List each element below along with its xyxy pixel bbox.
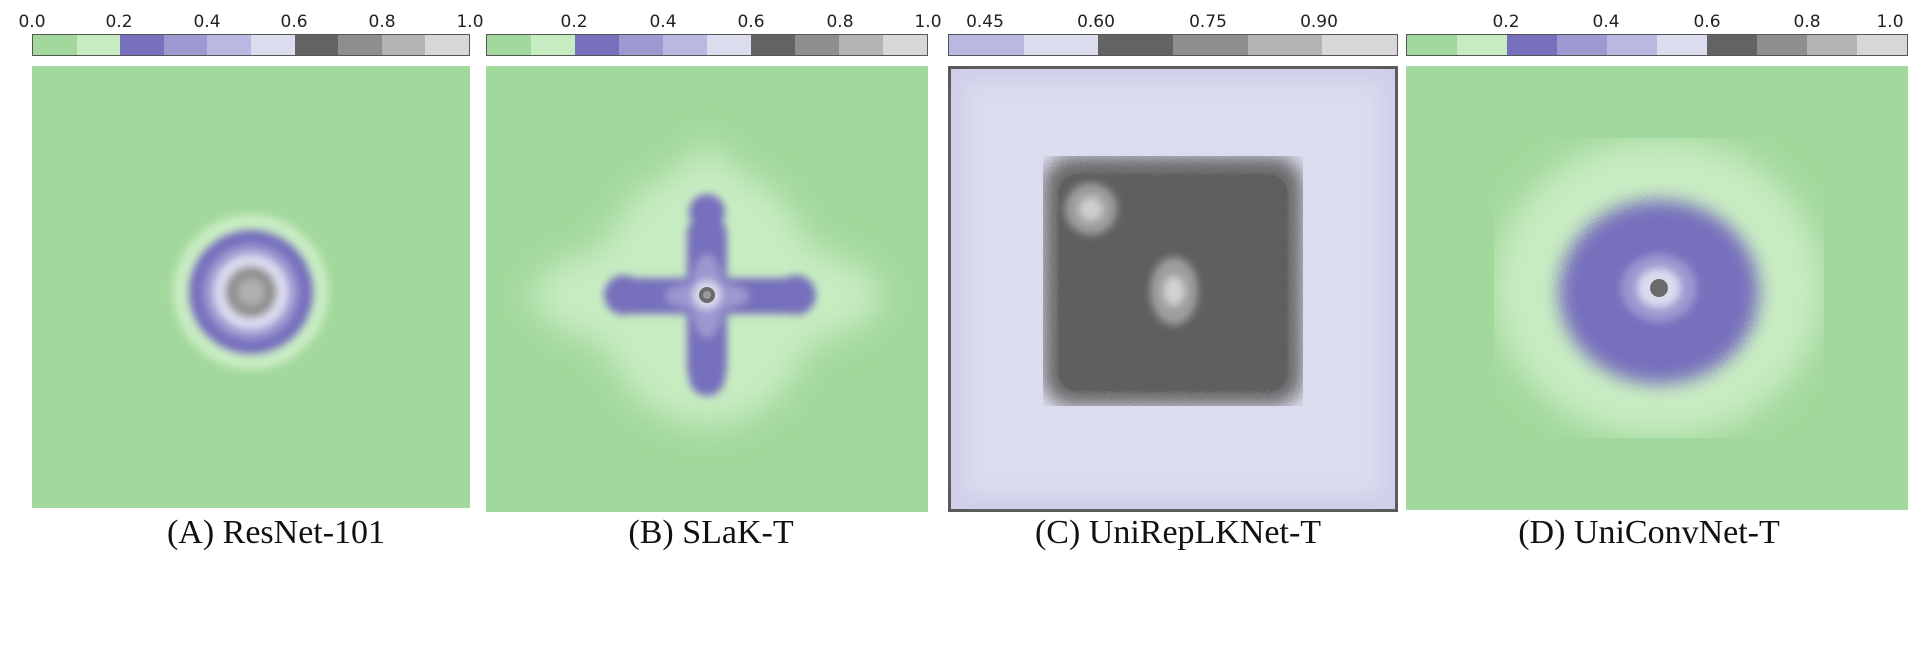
colorbar-segment [1173,35,1248,55]
colorbar-segment [663,35,707,55]
colorbar [486,34,928,56]
colorbar-tick: 1.0 [914,12,942,32]
colorbar-tick: 0.45 [966,12,1004,32]
panel-caption: (B) SLaK-T [628,514,794,551]
colorbar-tick: 0.8 [368,12,396,32]
colorbar-segment [531,35,575,55]
heatmap-slak [486,66,928,512]
colorbar-segment [949,35,1024,55]
colorbar-segment [207,35,251,55]
colorbar-segment [1322,35,1398,55]
colorbar [1406,34,1908,56]
colorbar-segment [338,35,382,55]
colorbar-tick: 0.0 [18,12,46,32]
panel-caption: (C) UniRepLKNet-T [1034,514,1322,551]
colorbar-segment [1507,35,1557,55]
colorbar-segment [575,35,619,55]
colorbar-segment [1707,35,1757,55]
colorbar-segment [839,35,883,55]
colorbar-segment [1607,35,1657,55]
colorbar-tick: 0.2 [560,12,588,32]
colorbar-segment [1023,35,1099,55]
panel-caption: (D) UniConvNet-T [1518,514,1780,551]
colorbar-segment [1457,35,1507,55]
colorbar-tick: 0.8 [1793,12,1821,32]
colorbar-segment [1098,35,1174,55]
colorbar-tick: 0.8 [826,12,854,32]
colorbar-tick: 0.90 [1300,12,1338,32]
colorbar-segment [1407,35,1457,55]
colorbar-tick: 0.6 [737,12,765,32]
colorbar-tick: 0.2 [105,12,133,32]
panel-a: 0.0 0.2 0.4 0.6 0.8 1.0 (A) ResNet-101 [18,0,483,648]
colorbar-segment [1807,35,1857,55]
colorbar-tick: 0.6 [1693,12,1721,32]
colorbar-tick: 0.6 [280,12,308,32]
colorbar-segment [795,35,839,55]
colorbar-tick: 1.0 [456,12,484,32]
colorbar-tick: 0.75 [1189,12,1227,32]
colorbar-tick: 0.4 [193,12,221,32]
colorbar-segment [33,35,77,55]
colorbar-segment [883,35,927,55]
colorbar-segment [163,35,208,55]
colorbar-segment [707,35,751,55]
heatmap-unireplknet [948,66,1398,512]
colorbar-tick: 0.60 [1077,12,1115,32]
colorbar-segment [1657,35,1707,55]
colorbar-segment [294,35,339,55]
colorbar-segment [250,35,295,55]
colorbar-segment [120,35,164,55]
colorbar-segment [487,35,531,55]
colorbar-segment [76,35,121,55]
colorbar-segment [1247,35,1323,55]
colorbar [32,34,470,56]
panel-c: 0.45 0.60 0.75 0.90 (C) UniRepLKNet-T [948,0,1398,648]
heatmap-resnet [32,66,470,508]
panel-b: 0.2 0.4 0.6 0.8 1.0 [486,0,942,648]
colorbar-tick: 0.2 [1492,12,1520,32]
colorbar-tick: 0.4 [1592,12,1620,32]
panel-caption: (A) ResNet-101 [166,514,386,551]
colorbar-segment [1557,35,1607,55]
colorbar-segment [1757,35,1807,55]
panel-d: 0.2 0.4 0.6 0.8 1.0 (D) UniConvNet-T [1406,0,1908,648]
colorbar-tick: 1.0 [1876,12,1904,32]
colorbar-segment [381,35,426,55]
colorbar-segment [751,35,795,55]
colorbar-segment [619,35,663,55]
colorbar-tick: 0.4 [649,12,677,32]
colorbar-segment [425,35,469,55]
colorbar-segment [1857,35,1907,55]
colorbar [948,34,1398,56]
heatmap-uniconvnet [1406,66,1908,510]
